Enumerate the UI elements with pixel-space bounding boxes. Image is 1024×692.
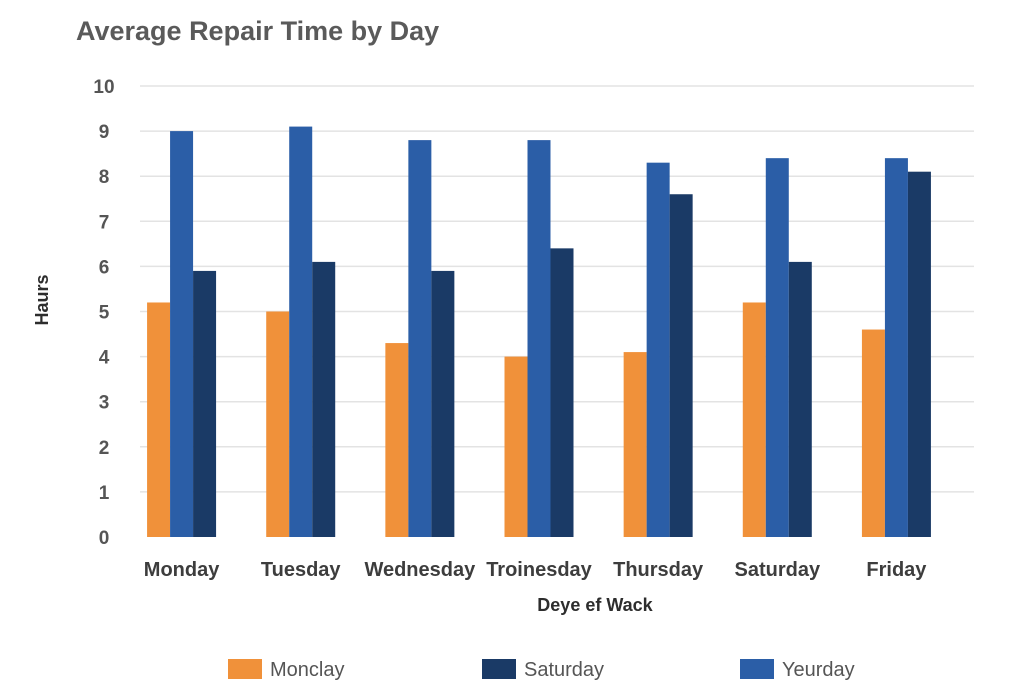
- y-axis-label: Haurs: [32, 274, 52, 325]
- legend: Monclay Saturday Yeurday: [228, 659, 855, 681]
- y-tick-label: 0: [99, 528, 110, 549]
- y-tick-label: 3: [99, 393, 110, 414]
- bar: [884, 158, 908, 537]
- legend-label: Yeurday: [782, 659, 855, 681]
- x-tick-label: Monday: [144, 559, 220, 581]
- bar: [623, 352, 647, 537]
- bar: [646, 162, 670, 538]
- x-axis-label: Deye ef Wack: [537, 595, 653, 615]
- y-tick-label: 9: [99, 122, 110, 143]
- x-axis-ticks: Monday Tuesday Wednesday Troinesday Thursday…: [144, 559, 928, 581]
- bars: [147, 126, 931, 538]
- bar: [431, 270, 455, 537]
- bar: [504, 356, 528, 537]
- y-tick-label: 7: [99, 212, 110, 233]
- bar: [907, 171, 931, 537]
- bar: [550, 248, 574, 538]
- legend-swatch: [482, 659, 516, 679]
- x-tick-label: Thursday: [613, 559, 704, 581]
- bar: [861, 329, 885, 537]
- legend-label: Saturday: [524, 659, 604, 681]
- bar: [669, 194, 693, 538]
- bar: [385, 343, 409, 537]
- y-tick-label: 2: [99, 438, 110, 459]
- bar: [527, 140, 551, 537]
- y-tick-label: 8: [99, 167, 110, 188]
- x-tick-label: Wednesday: [364, 559, 476, 581]
- x-tick-label: Friday: [866, 559, 927, 581]
- y-axis-ticks: 0 1 2 3 4 5 6 7 8 9 10: [93, 77, 114, 549]
- bar: [266, 311, 290, 537]
- y-tick-label: 10: [93, 77, 114, 98]
- bar: [408, 140, 432, 537]
- bar: [170, 131, 194, 537]
- y-tick-label: 5: [99, 303, 110, 324]
- bar: [788, 261, 812, 537]
- bar: [765, 158, 789, 537]
- legend-swatch: [228, 659, 262, 679]
- bar: [289, 126, 313, 537]
- legend-label: Monclay: [270, 659, 344, 681]
- x-tick-label: Tuesday: [261, 559, 342, 581]
- x-tick-label: Saturday: [734, 559, 820, 581]
- y-tick-label: 1: [99, 483, 110, 504]
- bar: [312, 261, 336, 537]
- x-tick-label: Troinesday: [486, 559, 592, 581]
- y-tick-label: 4: [99, 348, 110, 369]
- legend-swatch: [740, 659, 774, 679]
- y-tick-label: 6: [99, 257, 110, 278]
- chart-title: Average Repair Time by Day: [76, 16, 439, 46]
- bar: [742, 302, 766, 537]
- bar: [147, 302, 171, 537]
- bar: [193, 270, 217, 537]
